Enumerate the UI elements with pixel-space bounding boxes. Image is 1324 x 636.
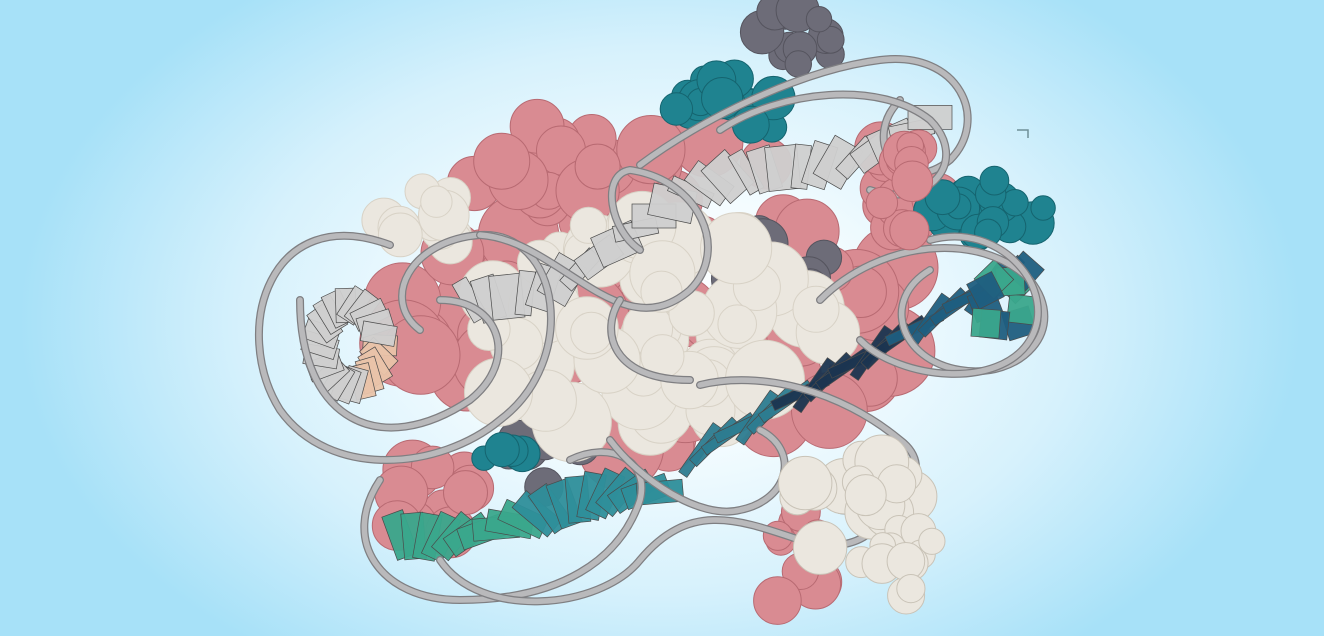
histone-cream-foreground-tail	[861, 527, 946, 615]
foreground-protein-surface	[778, 129, 946, 615]
dna-backbone-lower-inner	[607, 427, 788, 515]
surface-lobe	[792, 520, 848, 575]
surface-lobe	[918, 527, 946, 555]
corner-tick-icon	[1017, 129, 1029, 138]
surface-lobe	[778, 455, 833, 511]
surface-lobe	[717, 304, 758, 345]
dna-backbone-center-upper	[477, 167, 711, 311]
dna-backbone-right-loop	[817, 245, 1047, 374]
dna-backbone-right-inner	[857, 233, 1041, 377]
histone-cream-left-lobe	[361, 173, 473, 265]
surface-lobe	[700, 212, 773, 285]
surface-lobe	[1030, 195, 1056, 221]
histone-pink-foreground-arm	[865, 129, 938, 251]
surface-lobe	[420, 185, 453, 218]
surface-lobe	[570, 311, 613, 355]
surface-lobe	[659, 92, 694, 126]
base-pair-plate	[966, 271, 1005, 310]
surface-lobe	[865, 186, 899, 220]
surface-lobe	[886, 542, 926, 581]
surface-lobe	[844, 474, 887, 517]
histone-pink-upper-lobe	[446, 98, 621, 227]
surface-lobe	[896, 574, 926, 604]
base-pair-plate	[970, 307, 1002, 339]
dna-backbone-left-inner	[297, 297, 501, 431]
dna-base-pairs	[300, 105, 1045, 563]
surface-lobe	[484, 432, 520, 468]
surface-lobe	[569, 206, 608, 244]
surface-lobe	[473, 132, 531, 190]
surface-lobe	[443, 470, 488, 516]
surface-lobe	[574, 143, 621, 190]
dna-backbone-left-loop	[256, 232, 554, 463]
surface-lobe	[753, 576, 802, 625]
surface-lobe	[979, 165, 1010, 196]
surface-lobe	[891, 160, 934, 203]
dna-backbone-center-link	[608, 297, 693, 383]
surface-lobe	[805, 6, 833, 33]
surface-lobe	[377, 212, 423, 258]
surface-lobe	[816, 25, 845, 54]
base-pair-plate	[359, 320, 398, 347]
surface-lobe	[889, 210, 930, 251]
teal-lower-tail	[471, 432, 541, 473]
slate-top-tail	[739, 0, 845, 78]
